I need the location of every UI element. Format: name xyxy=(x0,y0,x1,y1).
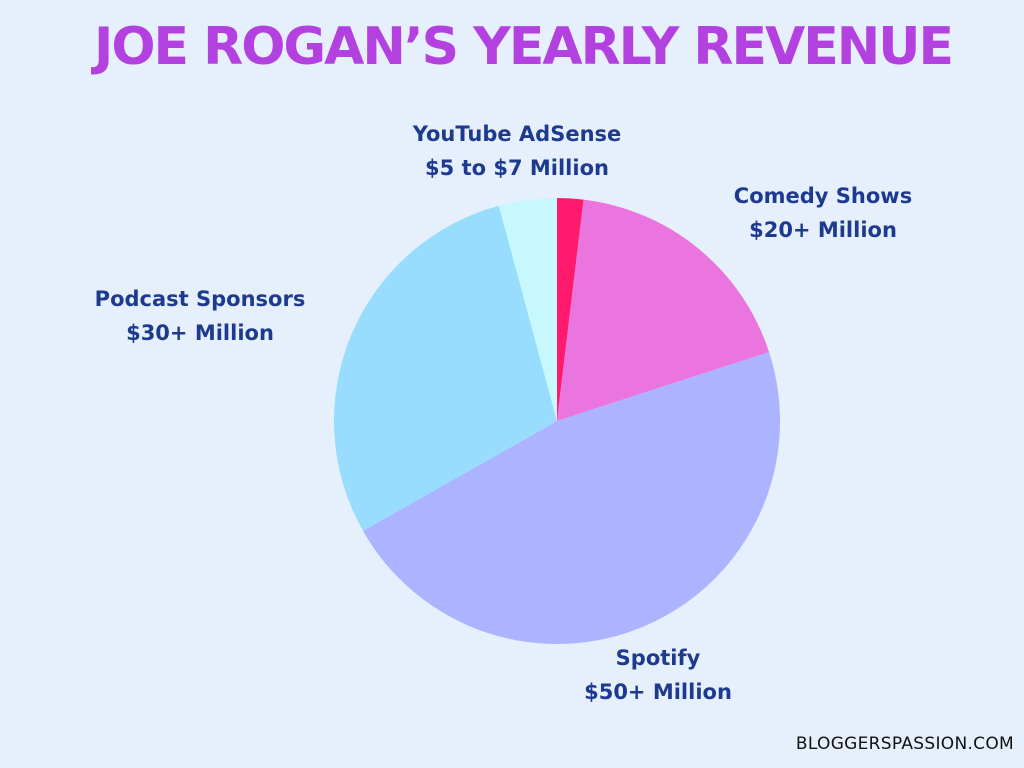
watermark: BLOGGERSPASSION.COM xyxy=(795,734,1014,754)
pie-slice-comedy-shows xyxy=(557,199,770,421)
label-youtube-adsense: YouTube AdSense $5 to $7 Million xyxy=(413,117,622,185)
label-podcast-sponsors-name: Podcast Sponsors xyxy=(94,287,306,311)
label-comedy-shows-name: Comedy Shows xyxy=(733,184,913,208)
chart-title: JOE ROGAN’S YEARLY REVENUE xyxy=(93,17,954,77)
label-youtube-adsense-value: $5 to $7 Million xyxy=(425,156,609,180)
pie-slice-spotify xyxy=(362,352,781,645)
pie-slice-small-accent xyxy=(557,198,584,421)
pie-slice-youtube-adsense xyxy=(498,198,557,421)
label-podcast-sponsors-value: $30+ Million xyxy=(126,321,274,345)
label-comedy-shows: Comedy Shows $20+ Million xyxy=(734,179,912,247)
label-youtube-adsense-name: YouTube AdSense xyxy=(412,122,622,146)
pie-slices xyxy=(333,198,781,645)
label-spotify-value: $50+ Million xyxy=(584,680,732,704)
pie-slice-podcast-sponsors xyxy=(333,205,557,531)
label-spotify-name: Spotify xyxy=(615,646,701,670)
label-comedy-shows-value: $20+ Million xyxy=(749,218,897,242)
label-podcast-sponsors: Podcast Sponsors $30+ Million xyxy=(95,282,306,350)
label-spotify: Spotify $50+ Million xyxy=(584,641,732,709)
